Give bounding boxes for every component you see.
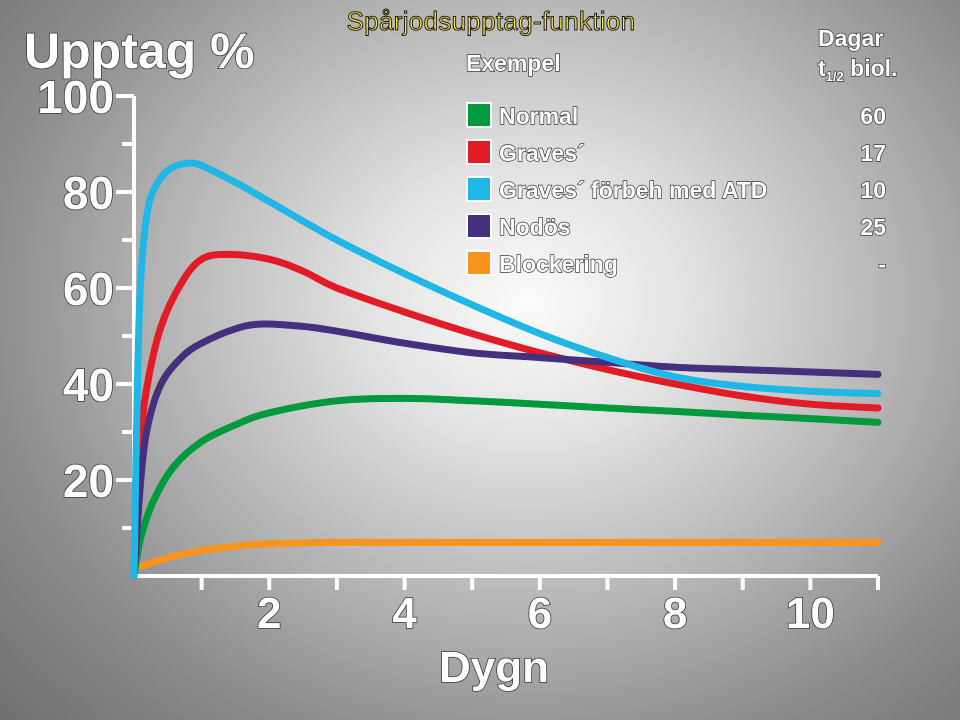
legend-value-header-line1: Dagar — [818, 25, 883, 51]
series-lines — [130, 159, 882, 580]
legend-value-header-line2: t1/2 biol. — [818, 55, 897, 84]
series-line-2 — [130, 250, 882, 580]
legend-value: - — [878, 251, 886, 277]
legend: Normal 60 Graves´ 17 Graves´ förbeh med ATD 1… — [466, 102, 887, 278]
legend-label: Graves´ förbeh med ATD — [499, 177, 767, 203]
x-axis-label: Dygn — [439, 643, 549, 692]
series-line-5 — [137, 538, 882, 570]
legend-value-header-sub: 1/2 — [826, 69, 844, 84]
y-tick-label: 60 — [63, 263, 114, 315]
y-axis-label: Upptag % — [24, 23, 255, 79]
legend-label: Normal — [499, 103, 578, 129]
legend-value-header-t: t — [818, 55, 826, 81]
x-tick-label: 8 — [663, 589, 687, 638]
axes: 20 40 60 80 100 2 4 6 8 10 — [36, 70, 880, 639]
legend-value: 25 — [860, 214, 886, 240]
x-tick-label: 2 — [257, 589, 281, 638]
series-line-3 — [130, 159, 882, 580]
legend-label: Blockering — [499, 251, 618, 277]
legend-swatch — [466, 176, 492, 202]
y-tick-label: 20 — [63, 455, 114, 507]
slide-title: Spårjodsupptag-funktion — [346, 6, 636, 37]
legend-value: 10 — [860, 177, 886, 203]
y-tick-label: 40 — [63, 359, 114, 411]
legend-title: Exempel — [466, 50, 561, 76]
legend-label: Nodös — [499, 214, 571, 240]
legend-value: 17 — [860, 140, 886, 166]
x-tick-label: 10 — [786, 589, 835, 638]
y-tick-label: 100 — [37, 71, 114, 123]
x-tick-label: 4 — [392, 589, 417, 638]
legend-label: Graves´ — [499, 140, 585, 166]
legend-swatch — [466, 250, 492, 276]
x-tick-label: 6 — [528, 589, 552, 638]
legend-value-header-rest: biol. — [844, 55, 898, 81]
series-line-1 — [130, 394, 882, 580]
legend-swatch — [466, 139, 492, 165]
y-tick-label: 80 — [63, 167, 114, 219]
legend-value: 60 — [860, 103, 886, 129]
series-line-4 — [130, 320, 882, 580]
legend-swatch — [466, 102, 492, 128]
legend-swatch — [466, 213, 492, 239]
